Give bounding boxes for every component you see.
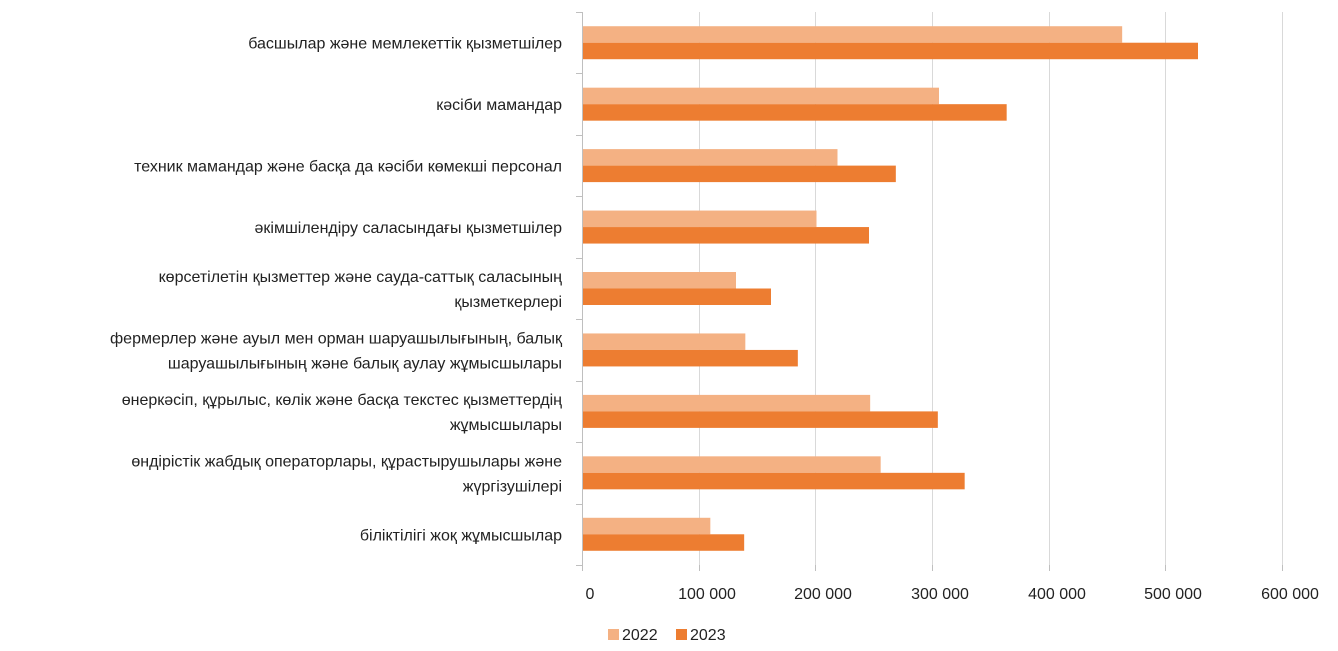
category-label: басшылар және мемлекеттік қызметшілер [248, 36, 562, 53]
category-label: кәсіби мамандар [436, 97, 562, 114]
legend-swatch-2022 [608, 629, 619, 640]
category-label: біліктілігі жоқ жұмысшылар [360, 527, 562, 544]
category-label: өндірістік жабдық операторлары, құрастыр… [131, 453, 562, 470]
bar-2023-6 [583, 349, 798, 367]
category-label: өнеркәсіп, құрылыс, көлік және басқа тек… [122, 392, 562, 409]
x-tick-label: 600 000 [1261, 586, 1319, 603]
category-label: әкімшілендіру саласындағы қызметшілер [254, 220, 562, 237]
x-tick-label: 500 000 [1144, 586, 1202, 603]
legend-label-2022: 2022 [622, 627, 658, 644]
bar-2023-3 [583, 165, 896, 183]
bar-2022-5 [583, 272, 736, 289]
category-label: техник мамандар және басқа да кәсіби көм… [134, 159, 562, 176]
bar-2022-4 [583, 210, 817, 228]
bar-2022-2 [583, 87, 939, 105]
category-label: жұмысшылары [450, 417, 562, 434]
legend-label-2023: 2023 [690, 627, 726, 644]
bar-2022-3 [583, 149, 838, 166]
bar-2023-7 [583, 411, 938, 428]
x-tick-label: 300 000 [911, 586, 969, 603]
bar-2022-8 [583, 456, 881, 473]
category-label: көрсетілетін қызметтер және сауда-саттық… [159, 269, 562, 286]
bar-2023-9 [583, 534, 745, 551]
bar-2022-7 [583, 394, 871, 412]
category-labels: басшылар және мемлекеттік қызметшілер кәс… [110, 36, 563, 545]
bar-2022-6 [583, 333, 746, 350]
bar-2023-4 [583, 227, 869, 244]
legend-swatch-2023 [676, 629, 687, 640]
category-label: шаруашылығының және балық аулау жұмысшыл… [168, 355, 562, 372]
x-tick-label: 200 000 [794, 586, 852, 603]
bars [583, 26, 1198, 551]
x-tick-label: 400 000 [1028, 586, 1086, 603]
legend: 2022 2023 [608, 627, 726, 644]
tick-labels: 0 100 000 200 000 300 000 400 000 500 000 600 … [586, 586, 1319, 603]
category-label: қызметкерлері [454, 294, 562, 311]
bar-2023-1 [583, 42, 1198, 60]
x-tick-label: 0 [586, 586, 595, 603]
bar-2022-9 [583, 517, 711, 535]
axis [576, 12, 1283, 571]
x-tick-label: 100 000 [678, 586, 736, 603]
bar-2022-1 [583, 26, 1123, 43]
bar-2023-8 [583, 472, 965, 490]
bar-2023-2 [583, 104, 1007, 121]
category-label: фермерлер және ауыл мен орман шаруашылығ… [110, 330, 563, 347]
bar-2023-5 [583, 288, 771, 305]
category-label: жүргізушілері [463, 478, 562, 495]
